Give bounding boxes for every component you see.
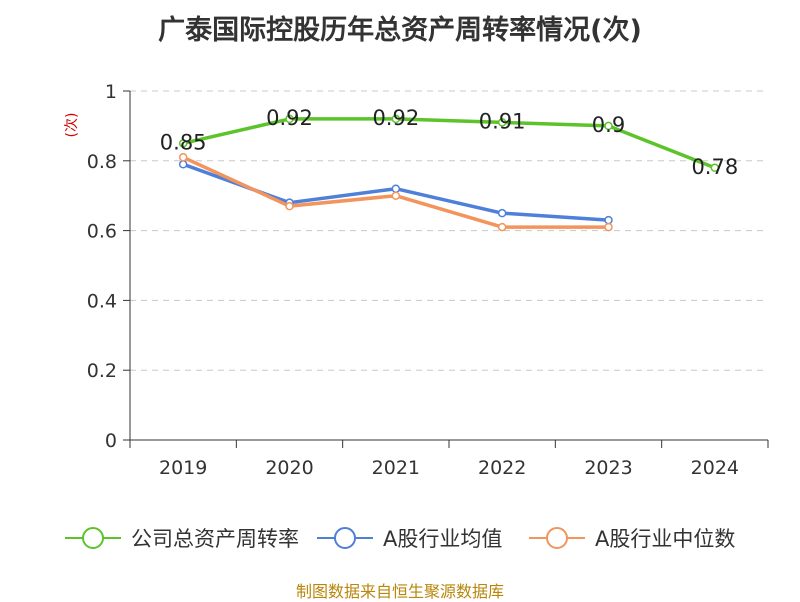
x-tick-label: 2024 (691, 457, 739, 479)
legend-marker (82, 527, 104, 549)
data-point (178, 139, 188, 148)
data-point (391, 184, 401, 193)
y-tick-label: 0.4 (87, 290, 117, 312)
data-point (285, 201, 294, 211)
source-note: 制图数据来自恒生聚源数据库 (295, 582, 504, 601)
data-label: 0.91 (479, 109, 526, 133)
legend-label: A股行业中位数 (595, 527, 735, 551)
data-point (391, 114, 401, 124)
y-tick-label: 0.8 (87, 151, 117, 173)
data-point (391, 191, 401, 200)
data-point (604, 215, 613, 225)
x-tick-label: 2020 (265, 457, 313, 479)
x-tick-label: 2022 (478, 457, 526, 479)
x-tick-label: 2021 (372, 457, 420, 479)
data-point (497, 118, 507, 127)
data-point (285, 114, 294, 124)
data-point (497, 222, 507, 232)
data-label: 0.92 (266, 106, 313, 130)
y-tick-label: 1 (105, 81, 117, 103)
data-label: 0.92 (372, 106, 419, 130)
y-tick-label: 0 (105, 430, 117, 452)
legend-label: A股行业均值 (383, 527, 502, 551)
data-point (497, 208, 507, 218)
data-label: 0.78 (691, 155, 738, 179)
legend-label: 公司总资产周转率 (131, 527, 299, 551)
data-point (178, 160, 188, 169)
data-point (178, 153, 188, 162)
legend-marker (334, 527, 356, 549)
chart-title: 广泰国际控股历年总资产周转率情况(次) (158, 15, 642, 46)
y-tick-label: 0.2 (87, 360, 117, 382)
data-label: 0.85 (160, 130, 207, 154)
x-tick-label: 2019 (159, 457, 207, 479)
y-tick-label: 0.6 (87, 221, 117, 243)
legend-marker (546, 527, 568, 549)
series-line (182, 117, 716, 170)
data-point (710, 163, 720, 173)
data-label: 0.9 (592, 113, 625, 137)
data-point (604, 121, 613, 131)
x-tick-label: 2023 (584, 457, 632, 479)
data-point (604, 222, 613, 232)
y-axis-label: (次) (64, 113, 80, 138)
